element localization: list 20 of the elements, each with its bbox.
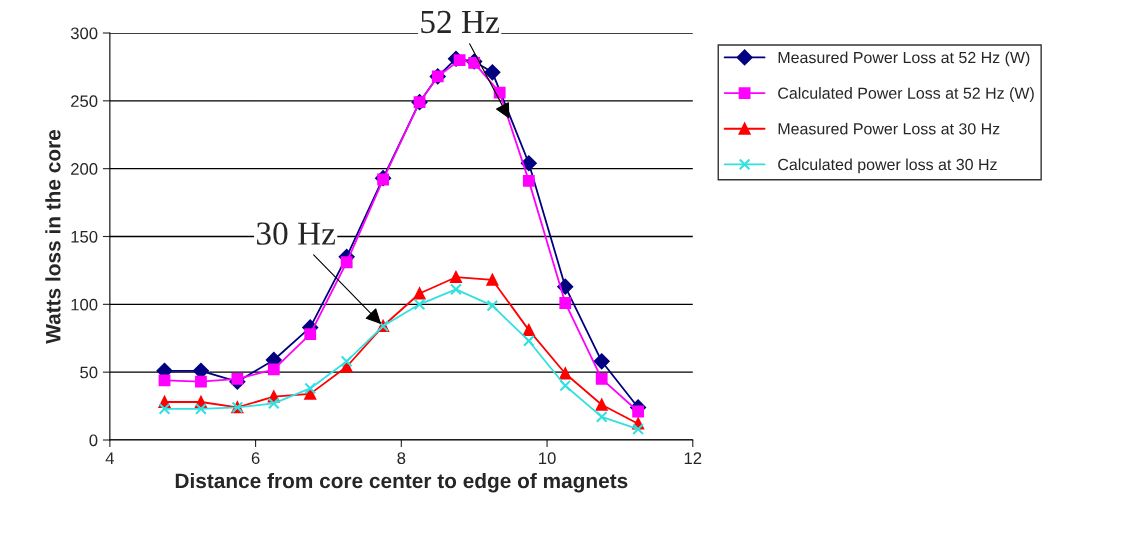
x-tick-label: 8 bbox=[397, 452, 406, 465]
annotation: 52 Hz bbox=[421, 10, 499, 34]
y-tick-label: 300 bbox=[70, 27, 98, 40]
y-tick-label: 50 bbox=[80, 366, 98, 379]
x-tick-label: 12 bbox=[684, 452, 702, 464]
legend-label: Calculated Power Loss at 52 Hz (W) bbox=[778, 87, 1034, 102]
y-tick-label: 150 bbox=[71, 230, 98, 243]
y-tick-label: 100 bbox=[71, 298, 98, 311]
y-tick-label: 0 bbox=[89, 434, 98, 447]
x-tick-label: 4 bbox=[105, 452, 115, 464]
y-tick-label: 250 bbox=[71, 95, 98, 108]
annotation: 30 Hz bbox=[256, 222, 335, 245]
legend-label: Calculated power loss at 30 Hz bbox=[778, 158, 997, 174]
legend-label: Measured Power Loss at 30 Hz bbox=[778, 122, 1000, 135]
y-axis-title: Watts loss in the core bbox=[45, 129, 61, 344]
x-axis-title: Distance from core center to edge of magnets bbox=[175, 472, 628, 493]
x-tick-label: 10 bbox=[539, 452, 556, 465]
y-tick-label: 200 bbox=[71, 163, 98, 175]
x-tick-label: 6 bbox=[251, 452, 260, 465]
legend-label: Measured Power Loss at 52 Hz (W) bbox=[778, 51, 1030, 67]
